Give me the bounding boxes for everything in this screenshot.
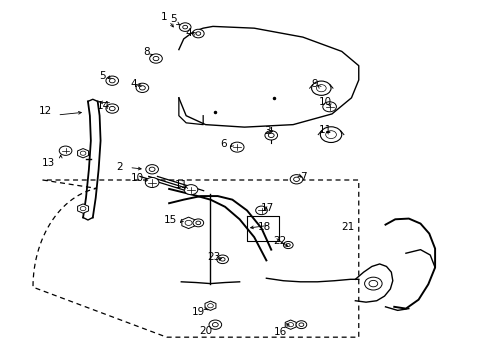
Circle shape bbox=[196, 221, 201, 225]
Circle shape bbox=[145, 165, 158, 174]
Circle shape bbox=[80, 151, 86, 155]
Text: 14: 14 bbox=[97, 102, 110, 111]
Circle shape bbox=[255, 206, 267, 215]
Polygon shape bbox=[182, 217, 195, 229]
Circle shape bbox=[220, 257, 224, 261]
Text: 20: 20 bbox=[199, 326, 212, 336]
Polygon shape bbox=[204, 301, 216, 310]
Circle shape bbox=[145, 177, 159, 188]
Text: 5: 5 bbox=[170, 14, 177, 24]
Circle shape bbox=[184, 185, 198, 195]
Circle shape bbox=[212, 323, 218, 327]
Circle shape bbox=[268, 133, 274, 138]
Text: 22: 22 bbox=[272, 236, 285, 246]
Text: 6: 6 bbox=[220, 139, 226, 149]
Circle shape bbox=[80, 207, 86, 211]
Polygon shape bbox=[78, 149, 88, 158]
Circle shape bbox=[316, 85, 325, 92]
Circle shape bbox=[193, 219, 203, 227]
Circle shape bbox=[295, 321, 306, 329]
Text: 19: 19 bbox=[191, 307, 204, 317]
Circle shape bbox=[109, 107, 115, 111]
Text: 15: 15 bbox=[163, 215, 177, 225]
Text: 10: 10 bbox=[318, 97, 331, 107]
Circle shape bbox=[109, 78, 115, 83]
Circle shape bbox=[207, 303, 213, 308]
Circle shape bbox=[196, 32, 201, 35]
Text: 4: 4 bbox=[185, 28, 191, 38]
Circle shape bbox=[368, 280, 377, 287]
Text: 7: 7 bbox=[300, 172, 306, 182]
Polygon shape bbox=[285, 320, 296, 329]
Circle shape bbox=[322, 102, 336, 112]
Circle shape bbox=[183, 25, 187, 29]
Circle shape bbox=[184, 220, 192, 225]
Text: 11: 11 bbox=[174, 180, 187, 190]
Circle shape bbox=[106, 76, 118, 85]
Text: 4: 4 bbox=[130, 78, 137, 89]
Text: 12: 12 bbox=[39, 107, 52, 116]
Circle shape bbox=[283, 242, 292, 249]
Circle shape bbox=[179, 23, 191, 31]
Text: 5: 5 bbox=[99, 71, 105, 81]
Circle shape bbox=[139, 86, 145, 90]
Text: 11: 11 bbox=[318, 125, 331, 135]
Circle shape bbox=[364, 277, 381, 290]
Polygon shape bbox=[78, 204, 88, 213]
Text: 3: 3 bbox=[264, 126, 271, 136]
Text: 21: 21 bbox=[340, 222, 353, 232]
Circle shape bbox=[136, 83, 148, 93]
Circle shape bbox=[149, 54, 162, 63]
Circle shape bbox=[289, 175, 302, 184]
Circle shape bbox=[311, 81, 330, 95]
Circle shape bbox=[286, 244, 289, 247]
Circle shape bbox=[149, 167, 155, 171]
Circle shape bbox=[106, 104, 118, 113]
Text: 10: 10 bbox=[131, 173, 144, 183]
Text: 8: 8 bbox=[142, 47, 149, 57]
Text: 18: 18 bbox=[257, 222, 270, 232]
Circle shape bbox=[192, 29, 203, 38]
Text: 2: 2 bbox=[116, 162, 122, 172]
Circle shape bbox=[293, 177, 299, 181]
Circle shape bbox=[325, 131, 336, 139]
Circle shape bbox=[298, 323, 303, 327]
Circle shape bbox=[264, 131, 277, 140]
Text: 16: 16 bbox=[273, 327, 286, 337]
Circle shape bbox=[230, 142, 244, 152]
Text: 9: 9 bbox=[311, 78, 318, 89]
Text: 13: 13 bbox=[42, 158, 55, 168]
Text: 17: 17 bbox=[261, 203, 274, 213]
Circle shape bbox=[216, 255, 228, 264]
Circle shape bbox=[59, 146, 72, 156]
Circle shape bbox=[153, 57, 159, 61]
Text: 1: 1 bbox=[161, 13, 167, 22]
Text: 23: 23 bbox=[207, 252, 221, 262]
Circle shape bbox=[208, 320, 221, 329]
Circle shape bbox=[287, 323, 293, 327]
Circle shape bbox=[320, 127, 341, 143]
